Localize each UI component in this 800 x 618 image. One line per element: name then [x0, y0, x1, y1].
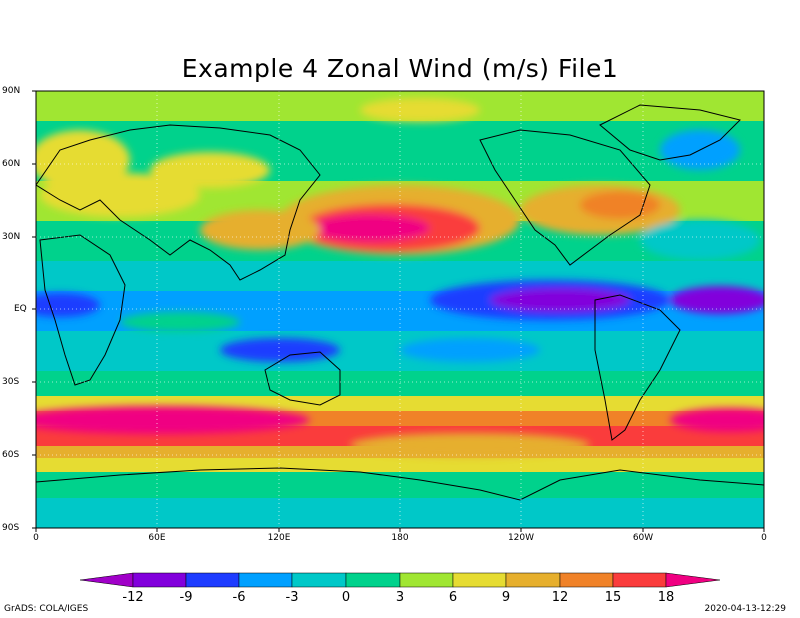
- colorbar-label: -6: [232, 590, 246, 605]
- xtick-label: 60W: [632, 533, 654, 543]
- colorbar-label: -9: [179, 590, 193, 605]
- colorbar: [79, 572, 721, 588]
- colorbar-label: 15: [604, 590, 622, 605]
- ytick-label: 90S: [2, 523, 20, 533]
- footer-credit: GrADS: COLA/IGES: [4, 604, 89, 614]
- map-title: Example 4 Zonal Wind (m/s) File1: [181, 54, 619, 83]
- colorbar-label: 9: [501, 590, 511, 605]
- coastlines: [36, 104, 764, 501]
- colorbar-label: 18: [657, 590, 675, 605]
- grid-lines: [36, 91, 764, 528]
- colorbar-label: 12: [551, 590, 569, 605]
- xtick-label: 0: [33, 533, 39, 543]
- colorbar-label: 0: [341, 590, 351, 605]
- colorbar-label: -12: [122, 590, 144, 605]
- colorbar-label: 6: [448, 590, 458, 605]
- ytick-label: 30S: [2, 377, 20, 387]
- band-68s: [36, 472, 764, 498]
- ytick-label: 60S: [2, 450, 20, 460]
- xtick-label: 0: [761, 533, 767, 543]
- footer-timestamp: 2020-04-13-12:29: [704, 604, 787, 614]
- colorbar-label: 3: [395, 590, 405, 605]
- colorbar-label: -3: [285, 590, 299, 605]
- xtick-label: 180: [391, 533, 409, 543]
- wind-field: [36, 91, 764, 528]
- band-60s: [36, 458, 764, 472]
- xtick-label: 120E: [267, 533, 291, 543]
- ytick-label: 90N: [2, 86, 21, 96]
- xtick-label: 60E: [148, 533, 166, 543]
- axis-ticks: [32, 90, 765, 532]
- ytick-label: EQ: [14, 304, 27, 314]
- ytick-label: 30N: [2, 232, 21, 242]
- ytick-label: 60N: [2, 159, 21, 169]
- xtick-label: 120W: [507, 533, 535, 543]
